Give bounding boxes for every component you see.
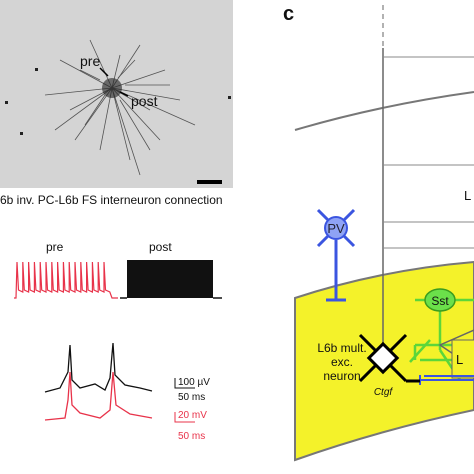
- sst-cell: [424, 288, 456, 312]
- node-label: neuron: [323, 369, 360, 383]
- caption: 6b inv. PC-L6b FS interneuron connection: [0, 193, 223, 207]
- trace: [14, 261, 118, 299]
- marker-label: Ctgf: [374, 387, 394, 398]
- label: pre: [46, 240, 64, 254]
- exc-neuron: [358, 333, 420, 383]
- label: post: [131, 93, 158, 109]
- micrograph: [0, 0, 233, 188]
- panel-label: c: [283, 3, 294, 25]
- node-label: PV: [327, 221, 345, 236]
- layer-label: L: [456, 352, 463, 367]
- scale-label: 50 ms: [178, 392, 205, 403]
- scale-label: 100 µV: [178, 377, 210, 388]
- node-label: exc.: [331, 355, 353, 369]
- trace: [127, 260, 213, 298]
- node-label: L6b mult.: [317, 341, 366, 355]
- scale-label: 20 mV: [178, 410, 207, 421]
- trace: [44, 342, 153, 393]
- label: pre: [80, 53, 100, 69]
- label: post: [149, 240, 172, 254]
- scale-label: 50 ms: [178, 431, 205, 442]
- layer-label: L: [464, 188, 471, 203]
- trace: [44, 371, 153, 421]
- node-label: Sst: [431, 294, 449, 308]
